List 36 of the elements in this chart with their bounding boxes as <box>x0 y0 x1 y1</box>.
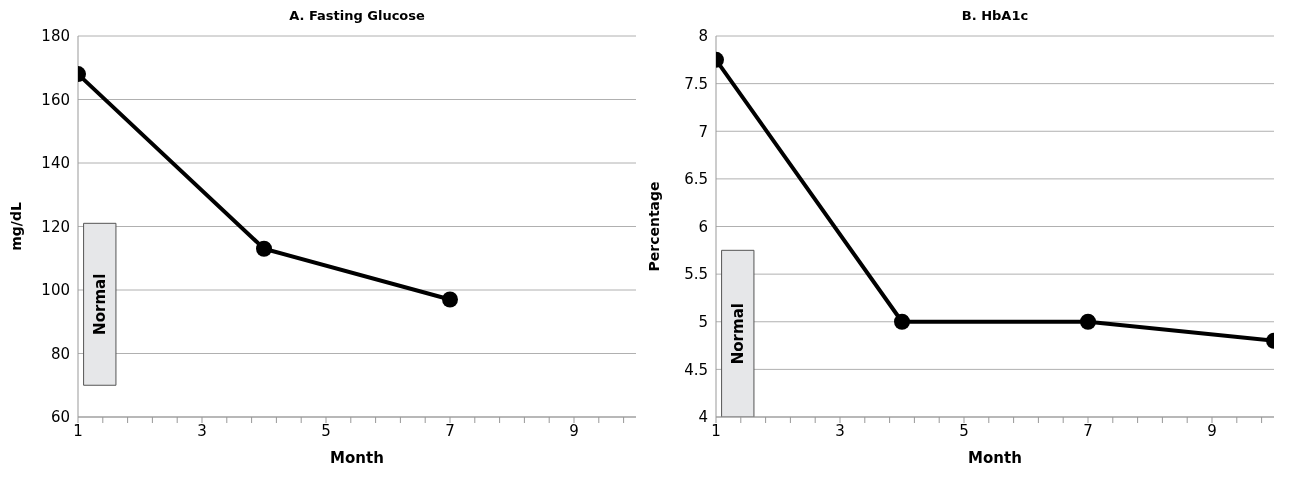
y-tick-label: 6.5 <box>684 170 708 189</box>
x-tick-label: 5 <box>959 421 969 440</box>
band-label: Normal <box>728 303 747 365</box>
x-tick-label: 7 <box>1083 421 1093 440</box>
y-tick-label: 4 <box>698 408 708 427</box>
y-tick-label: 120 <box>41 217 70 236</box>
y-tick-label: 7.5 <box>684 74 708 93</box>
y-tick-label: 4.5 <box>684 360 708 379</box>
y-tick-label: 180 <box>41 27 70 46</box>
x-tick-label: 7 <box>445 421 455 440</box>
y-tick-label: 100 <box>41 281 70 300</box>
y-axis-title: Percentage <box>645 181 662 272</box>
x-tick-label: 1 <box>73 421 83 440</box>
chart-title: A. Fasting Glucose <box>288 8 426 25</box>
y-tick-label: 5 <box>698 313 708 332</box>
y-axis-title: mg/dL <box>7 202 24 251</box>
x-tick-label: 1 <box>711 421 721 440</box>
x-axis-title: Month <box>330 449 384 467</box>
y-tick-label: 60 <box>50 408 70 427</box>
point <box>442 291 458 308</box>
x-tick-label: 9 <box>1207 421 1217 440</box>
y-tick-label: 8 <box>698 27 708 46</box>
chart-title: B. HbA1c <box>960 8 1030 25</box>
band-label: Normal <box>90 273 109 335</box>
x-tick-label: 3 <box>197 421 207 440</box>
y-tick-label: 7 <box>698 122 708 141</box>
point <box>256 240 272 257</box>
x-axis-title: Month <box>968 449 1022 467</box>
x-tick-label: 9 <box>569 421 579 440</box>
y-tick-label: 80 <box>50 344 70 363</box>
y-tick-label: 5.5 <box>684 265 708 284</box>
x-tick-label: 5 <box>321 421 331 440</box>
y-tick-label: 160 <box>41 90 70 109</box>
y-tick-label: 6 <box>698 217 708 236</box>
x-tick-label: 3 <box>835 421 845 440</box>
y-tick-label: 140 <box>41 154 70 173</box>
